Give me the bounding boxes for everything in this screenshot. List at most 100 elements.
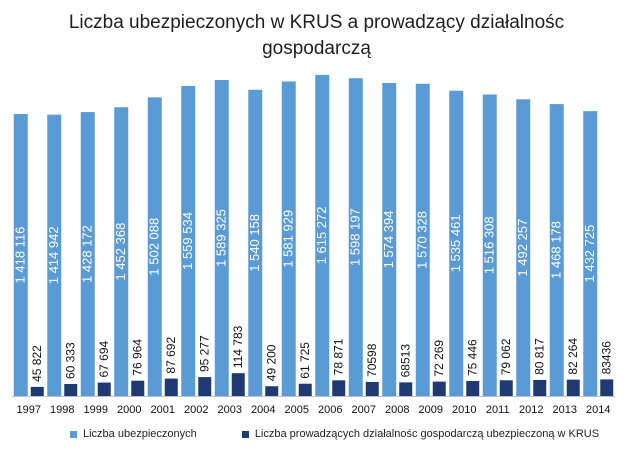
data-label-series1-2003: 1 589 325 (214, 209, 229, 267)
data-label-series2-2005: 61 725 (298, 342, 312, 379)
bar-series2-1997 (30, 386, 44, 396)
data-label-series1-2008: 1 574 394 (381, 211, 396, 269)
data-label-series1-2001: 1 502 088 (147, 218, 162, 276)
chart-legend: Liczba ubezpieczonych Liczba prowadzącyc… (70, 428, 633, 441)
x-tick-label-2010: 2010 (452, 404, 476, 416)
bar-series2-2000 (131, 380, 145, 396)
chart-title: Liczba ubezpieczonych w KRUS a prowadząc… (0, 10, 633, 62)
data-label-series2-2010: 75 446 (466, 339, 480, 376)
x-tick-label-2004: 2004 (251, 404, 275, 416)
data-label-series1-2000: 1 452 368 (113, 223, 128, 281)
bar-series2-2010 (466, 380, 480, 396)
bar-series1-1997 (13, 114, 28, 397)
bar-series2-2008 (399, 382, 413, 396)
data-label-series2-2003: 114 783 (231, 325, 245, 368)
chart-title-line-2: gospodarczą (262, 38, 371, 59)
data-label-series2-2007: 70598 (365, 343, 379, 377)
bar-series1-2006 (315, 74, 330, 396)
bar-series1-2000 (114, 107, 129, 396)
data-label-series1-2014: 1 432 725 (582, 225, 597, 283)
bar-series2-2013 (566, 379, 580, 396)
data-label-series1-2007: 1 598 197 (348, 208, 363, 266)
bar-series2-2005 (298, 383, 312, 396)
bar-series1-2013 (549, 104, 564, 396)
bar-series2-2001 (164, 378, 178, 396)
x-tick-label-2002: 2002 (184, 404, 208, 416)
data-label-series1-2009: 1 570 328 (415, 211, 430, 269)
data-label-series2-2000: 76 964 (131, 339, 145, 376)
bar-series2-2012 (533, 379, 547, 396)
data-label-series2-2013: 82 264 (566, 338, 580, 375)
data-label-series2-1998: 60 333 (64, 342, 78, 379)
data-label-series1-1998: 1 414 942 (46, 226, 61, 284)
data-label-series2-2011: 79 062 (499, 338, 513, 375)
bar-series2-2009 (432, 381, 446, 396)
x-tick-label-2011: 2011 (486, 404, 510, 416)
bar-series1-2003 (214, 80, 229, 396)
data-label-series2-2014: 83436 (600, 341, 614, 375)
bar-series2-2011 (499, 380, 513, 396)
data-label-series1-1997: 1 418 116 (13, 227, 28, 284)
x-tick-label-2014: 2014 (586, 404, 610, 416)
data-label-series2-2002: 95 277 (198, 335, 212, 372)
data-label-series1-2002: 1 559 534 (180, 212, 195, 270)
legend-swatch-series-2 (241, 430, 249, 438)
legend-swatch-series-1 (70, 430, 77, 438)
x-tick-label-2003: 2003 (218, 404, 242, 416)
data-label-series2-2012: 80 817 (533, 338, 547, 375)
data-label-series2-2009: 72 269 (432, 340, 446, 377)
data-label-series1-2006: 1 615 272 (314, 207, 329, 265)
x-tick-label-2008: 2008 (385, 404, 409, 416)
bar-series2-2003 (231, 373, 245, 396)
legend-label-series-1: Liczba ubezpieczonych (83, 428, 197, 440)
bar-series1-2012 (516, 99, 531, 396)
data-label-series1-2010: 1 535 461 (448, 214, 463, 272)
x-tick-label-2009: 2009 (419, 404, 443, 416)
x-tick-label-2000: 2000 (117, 404, 141, 416)
bar-series1-2005 (281, 81, 296, 397)
data-label-series2-2006: 78 871 (332, 338, 346, 375)
bar-series1-2004 (248, 89, 263, 397)
data-label-series2-2008: 68513 (399, 344, 413, 378)
chart-title-line-1: Liczba ubezpieczonych w KRUS a prowadząc… (68, 12, 565, 33)
bar-series1-1998 (47, 114, 62, 396)
data-label-series1-2012: 1 492 257 (515, 219, 530, 277)
data-label-series2-2001: 87 692 (164, 337, 178, 374)
bar-series1-2009 (415, 83, 430, 396)
data-label-series2-1997: 45 822 (30, 345, 44, 382)
bar-series2-2004 (265, 386, 279, 396)
bar-series2-2014 (600, 379, 614, 396)
x-tick-label-1997: 1997 (17, 404, 41, 416)
x-tick-label-1998: 1998 (50, 404, 74, 416)
data-label-series1-1999: 1 428 172 (80, 225, 95, 283)
x-tick-label-2007: 2007 (352, 404, 376, 416)
bar-series2-2007 (365, 381, 379, 396)
x-tick-label-2006: 2006 (318, 404, 342, 416)
legend-label-series-2: Liczba prowadzących działalnośc gospodar… (254, 428, 600, 440)
bar-series2-2006 (332, 380, 346, 396)
bar-series1-2002 (181, 85, 196, 396)
data-label-series2-1999: 67 694 (97, 341, 111, 378)
data-label-series1-2004: 1 540 158 (247, 214, 262, 272)
x-tick-label-2005: 2005 (285, 404, 309, 416)
bar-series2-1999 (97, 382, 111, 396)
legend-item-series-2: Liczba prowadzących działalnośc gospodar… (241, 428, 600, 440)
bar-series1-2014 (583, 111, 598, 396)
bar-series1-2010 (449, 90, 464, 396)
bar-series1-2007 (348, 78, 363, 396)
data-label-series1-2013: 1 468 178 (549, 221, 564, 279)
bar-series2-2002 (198, 377, 212, 396)
bar-series1-2008 (382, 82, 397, 397)
x-tick-label-1999: 1999 (84, 404, 108, 416)
x-tick-label-2001: 2001 (151, 404, 175, 416)
bar-series1-2001 (147, 97, 162, 397)
data-label-series1-2005: 1 581 929 (281, 210, 296, 268)
legend-item-series-1: Liczba ubezpieczonych (70, 428, 197, 440)
bar-series2-1998 (64, 384, 78, 396)
data-label-series2-2004: 49 200 (265, 344, 279, 381)
x-tick-label-2013: 2013 (553, 404, 577, 416)
data-label-series1-2011: 1 516 308 (482, 216, 497, 274)
bar-series1-2011 (482, 94, 497, 397)
bar-series1-1999 (80, 112, 95, 396)
